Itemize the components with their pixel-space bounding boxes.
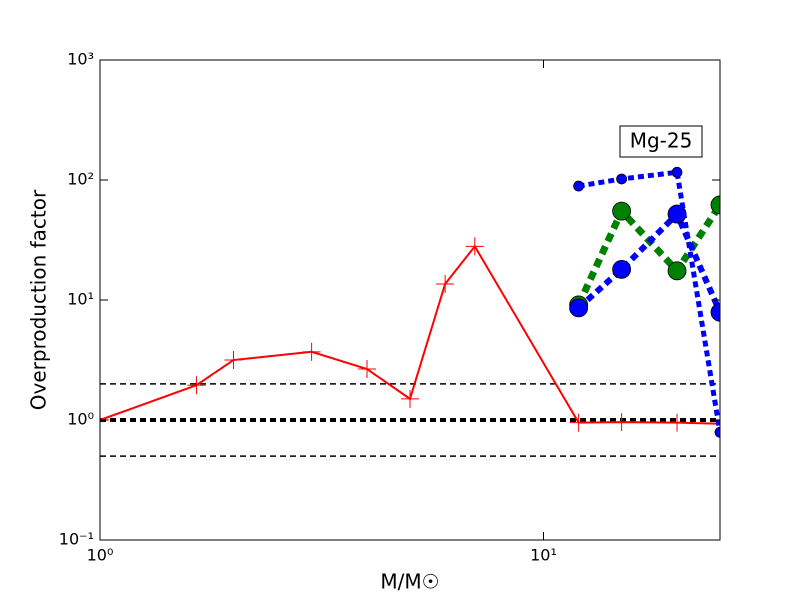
plot-area [100,166,720,457]
y-tick-label: 10¹ [67,290,94,309]
marker [465,237,484,256]
marker [302,342,321,361]
y-tick-label: 10² [67,170,94,189]
marker [569,298,589,318]
marker [358,360,377,379]
y-tick-label: 10⁻¹ [59,530,94,549]
marker [671,166,683,178]
marker [710,195,720,215]
marker [616,173,628,185]
marker [187,376,206,395]
annotation-box [619,125,703,158]
series-line [576,208,720,314]
marker [573,180,585,192]
marker [710,302,720,322]
x-tick-label: 10¹ [530,546,557,565]
series-line [578,169,720,433]
marker [612,201,632,221]
marker [401,389,419,408]
marker [612,259,632,279]
marker [667,261,687,281]
marker [224,351,243,370]
x-axis-label: M/M☉ [380,570,439,594]
x-tick-label: 10⁰ [87,546,114,565]
marker [612,413,631,432]
series-line [100,244,720,425]
marker [569,413,588,432]
y-axis-label: Overproduction factor [27,189,51,410]
marker [436,274,455,293]
y-tick-label: 10³ [67,50,94,69]
marker [668,413,687,432]
y-tick-label: 10⁰ [67,410,94,429]
marker [711,414,720,433]
marker [714,426,720,438]
annotation: Mg-25 [630,129,693,153]
